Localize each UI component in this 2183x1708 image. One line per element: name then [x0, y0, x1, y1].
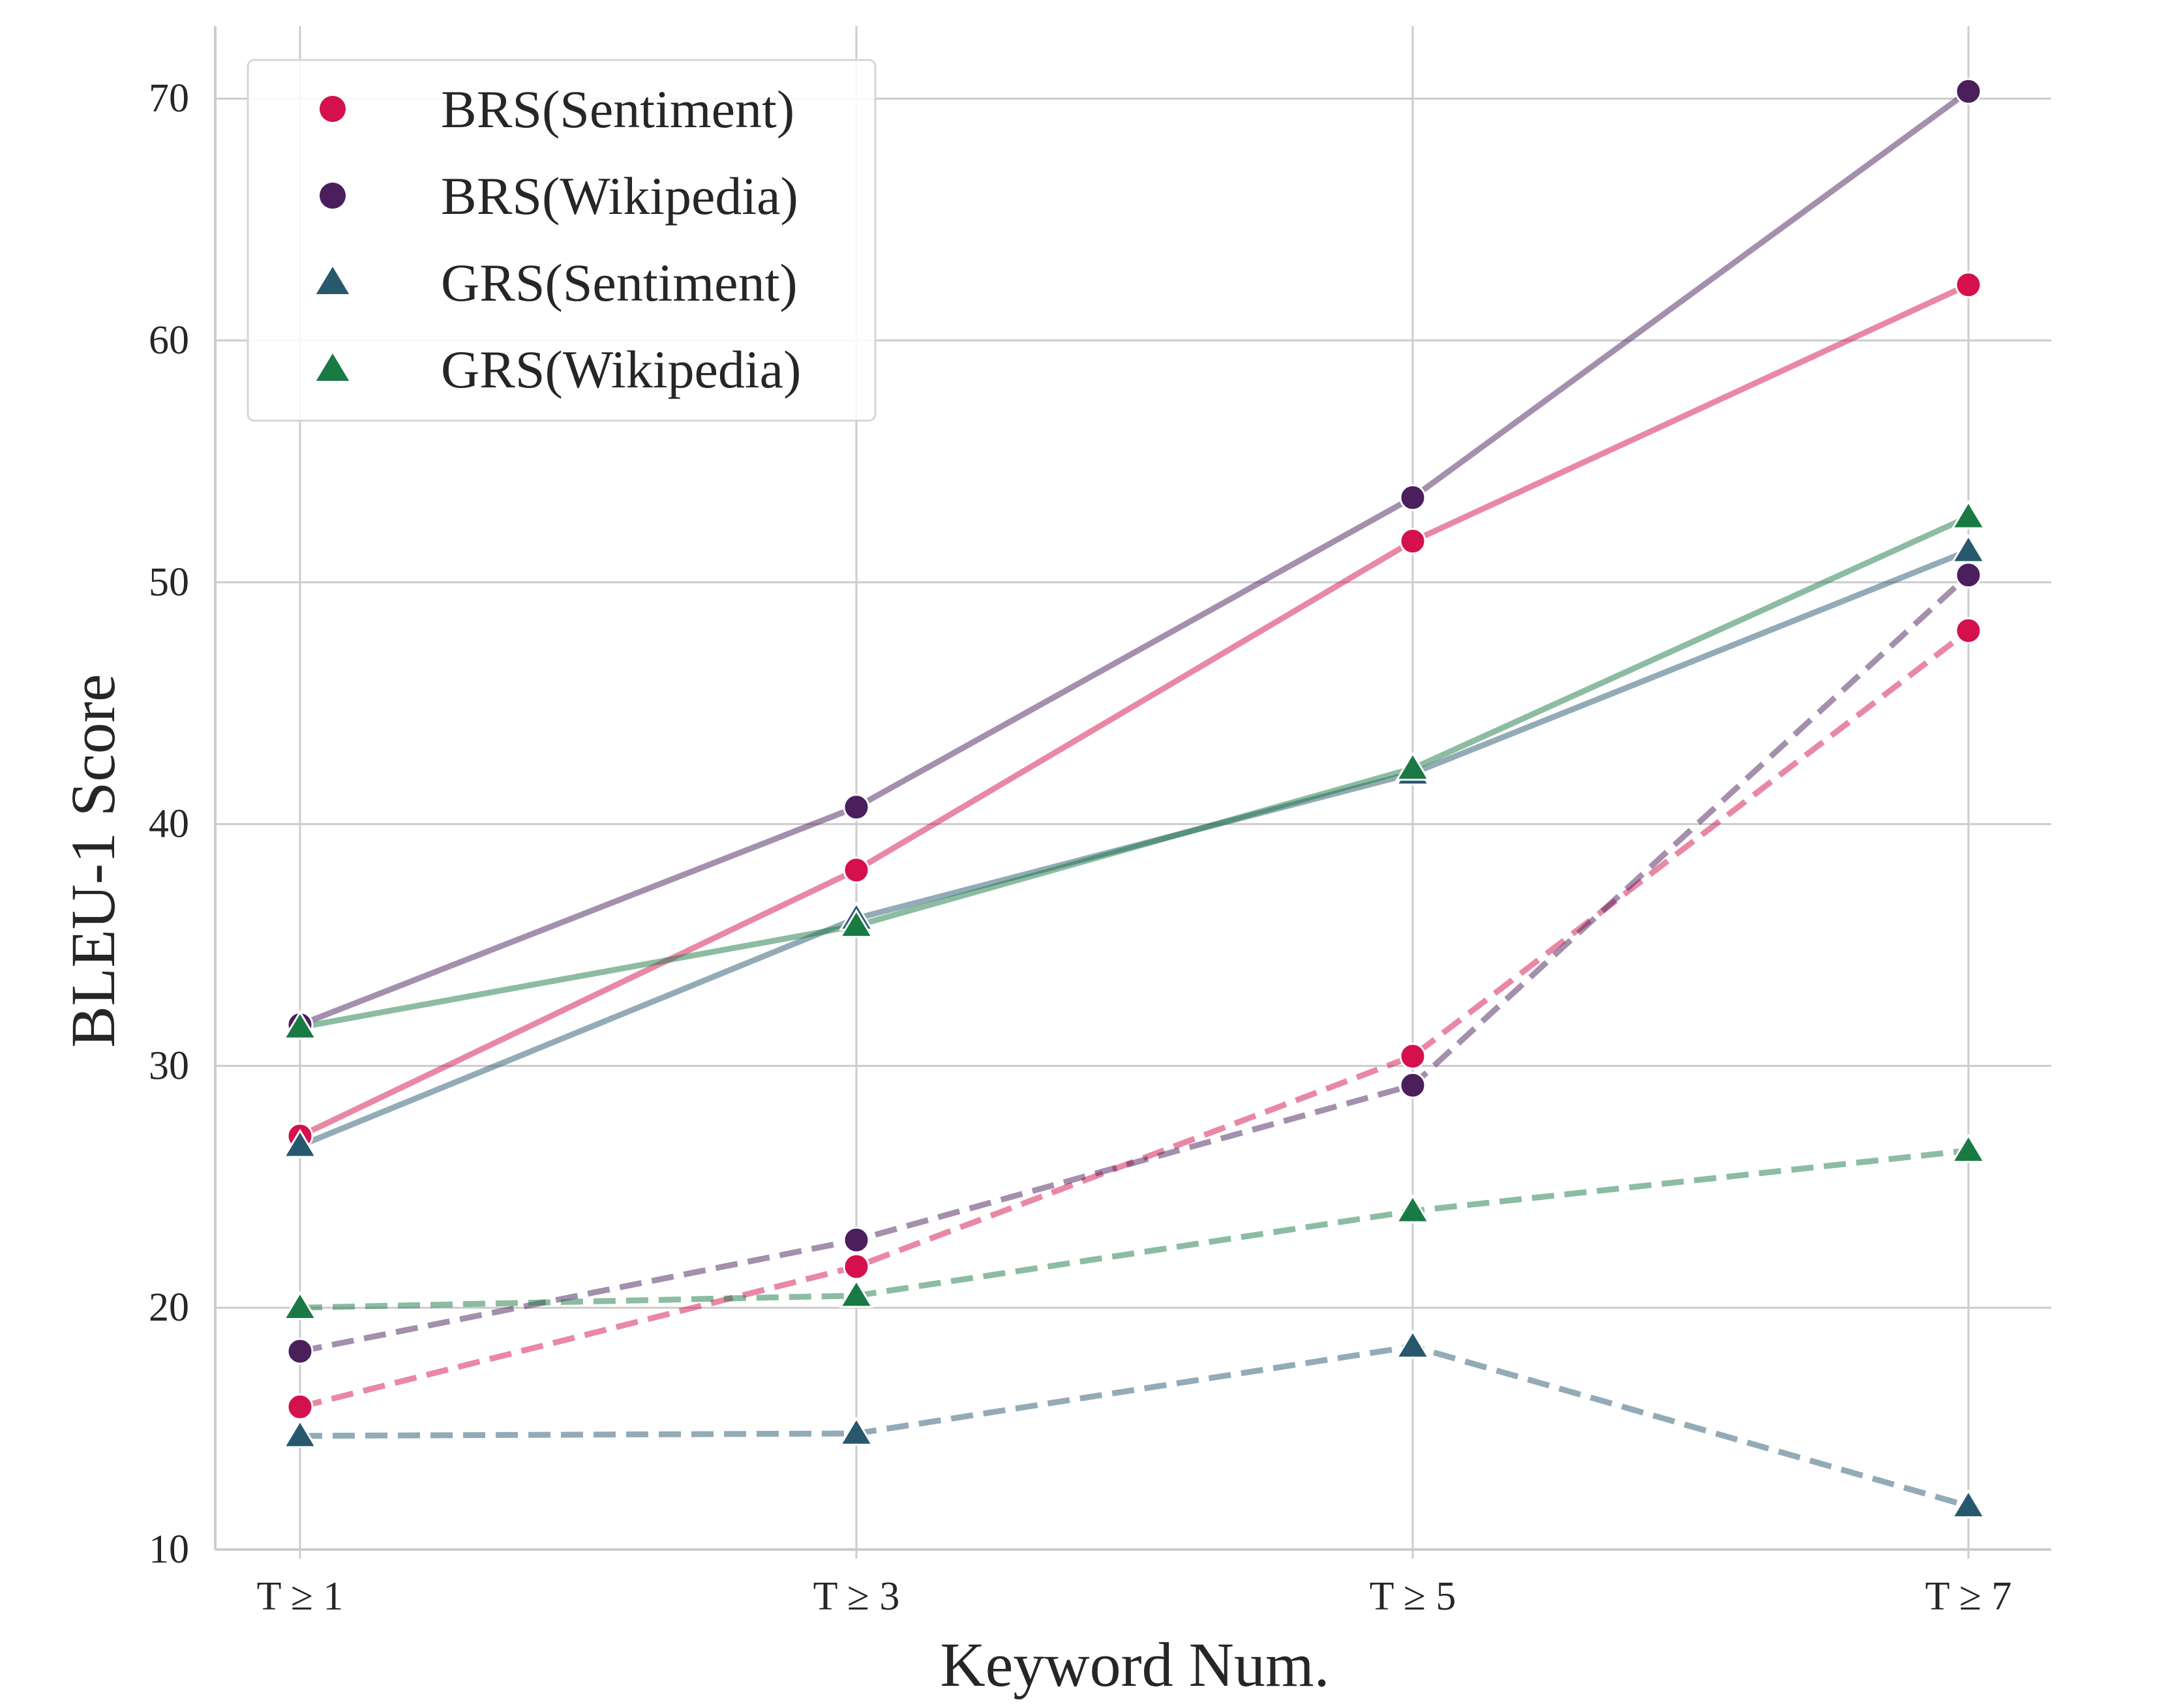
series-line-1: [299, 89, 1970, 1028]
data-point-6-2: [1395, 1329, 1430, 1359]
legend-marker-0: [320, 96, 346, 122]
data-point-7-2: [1395, 1193, 1430, 1223]
data-point-7-0: [282, 1291, 318, 1320]
x-axis-title: Keyword Num.: [940, 1630, 1329, 1700]
data-point-4-1: [843, 1253, 870, 1280]
x-tick-label: T ≥ 5: [1370, 1574, 1456, 1619]
legend-marker-1: [320, 183, 346, 209]
data-point-7-1: [839, 1278, 874, 1308]
data-point-4-0: [286, 1393, 314, 1420]
legend-label-3: GRS(Wikipedia): [441, 340, 801, 399]
data-point-7-3: [1951, 1133, 1986, 1163]
tick-labels: 10 20 30 40 50 60 70 T ≥ 1 T ≥ 3 T ≥ 5 T ≥ 7: [149, 76, 2011, 1619]
y-axis-title: BLEU-1 Score: [58, 674, 128, 1047]
data-point-1-2: [1399, 484, 1426, 511]
series-lines: [299, 89, 1971, 1509]
legend-label-2: GRS(Sentiment): [441, 253, 798, 312]
data-point-0-1: [843, 856, 870, 884]
data-point-0-2: [1399, 528, 1426, 555]
data-point-4-3: [1955, 617, 1982, 644]
series-line-6: [299, 1343, 1970, 1509]
y-tick-label: 40: [149, 802, 189, 847]
data-point-3-3: [1951, 500, 1986, 530]
y-tick-label: 70: [149, 76, 189, 121]
legend-box: [247, 59, 877, 422]
legend-marker-3: [316, 353, 350, 381]
data-point-6-1: [839, 1416, 874, 1446]
legend: BRS(Sentiment) BRS(Wikipedia) GRS(Sentimen…: [247, 59, 877, 422]
series-line-3: [299, 514, 1970, 1030]
x-tick-label: T ≥ 1: [257, 1574, 344, 1619]
legend-label-0: BRS(Sentiment): [441, 80, 794, 139]
series-line-7: [299, 1147, 1969, 1311]
data-point-0-3: [1955, 271, 1982, 299]
y-tick-label: 10: [149, 1527, 189, 1572]
data-point-5-1: [843, 1226, 870, 1253]
legend-marker-2: [316, 267, 350, 294]
series-line-5: [299, 573, 1971, 1355]
data-point-6-0: [282, 1418, 318, 1448]
data-point-4-2: [1399, 1043, 1426, 1070]
data-point-2-0: [282, 1128, 318, 1158]
y-tick-label: 50: [149, 560, 189, 605]
data-point-5-2: [1399, 1071, 1426, 1099]
data-point-3-1: [839, 908, 874, 938]
data-point-5-0: [286, 1338, 314, 1365]
data-point-5-3: [1955, 562, 1982, 589]
data-point-6-3: [1951, 1489, 1986, 1519]
data-point-3-0: [282, 1010, 318, 1040]
series-line-0: [299, 282, 1970, 1139]
legend-label-1: BRS(Wikipedia): [441, 166, 798, 226]
data-point-1-1: [843, 794, 870, 821]
x-tick-label: T ≥ 7: [1925, 1574, 2012, 1619]
y-tick-label: 20: [149, 1285, 189, 1330]
axes: [214, 26, 2051, 1559]
series-markers: [282, 78, 1986, 1519]
x-tick-label: T ≥ 3: [813, 1574, 900, 1619]
y-tick-label: 60: [149, 318, 189, 363]
series-line-4: [299, 628, 1970, 1410]
data-point-1-3: [1955, 78, 1982, 105]
data-point-3-2: [1395, 751, 1430, 781]
y-tick-label: 30: [149, 1043, 189, 1088]
